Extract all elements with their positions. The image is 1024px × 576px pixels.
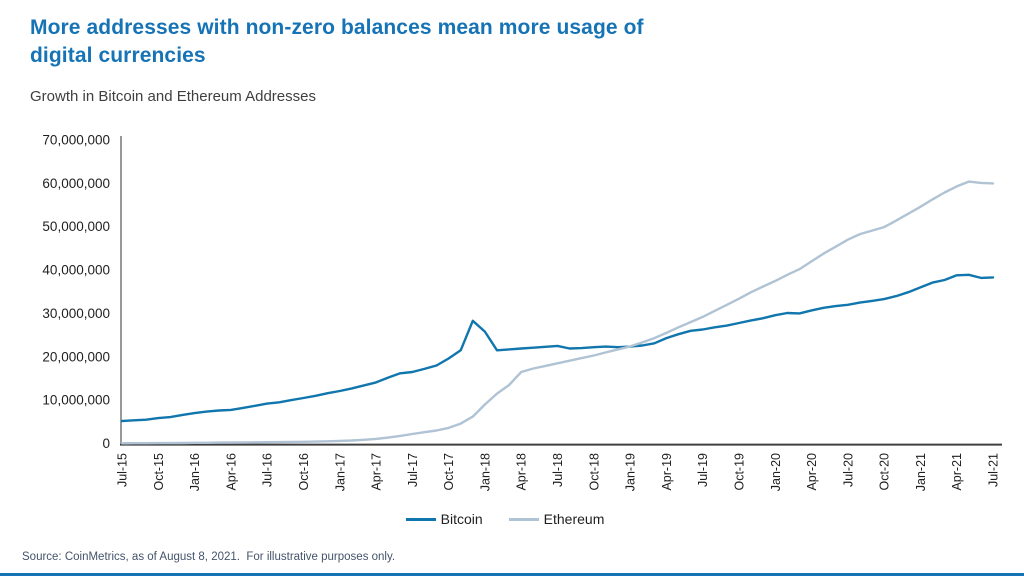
legend-item-bitcoin: Bitcoin — [405, 511, 483, 527]
x-tick-label: Oct-19 — [732, 453, 746, 491]
ethereum-line — [120, 180, 995, 445]
chart-subtitle: Growth in Bitcoin and Ethereum Addresses — [30, 88, 316, 105]
x-tick-label: Apr-19 — [660, 453, 674, 491]
x-tick-label: Jul-18 — [551, 453, 565, 487]
x-tick-label: Jul-17 — [406, 453, 420, 487]
x-tick-label: Oct-17 — [442, 453, 456, 491]
x-tick-label: Apr-21 — [950, 453, 964, 491]
x-tick-label: Apr-20 — [805, 453, 819, 491]
x-tick-label: Oct-18 — [587, 453, 601, 491]
legend-item-ethereum: Ethereum — [508, 511, 605, 527]
footer-rule — [0, 573, 1024, 576]
y-tick-label: 30,000,000 — [42, 306, 110, 321]
source-note: Source: CoinMetrics, as of August 8, 202… — [22, 551, 396, 563]
x-tick-label: Jan-16 — [188, 453, 202, 491]
x-tick-label: Jan-18 — [478, 453, 492, 491]
x-tick-label: Jan-21 — [914, 453, 928, 491]
page-title-line-1: More addresses with non-zero balances me… — [30, 16, 644, 39]
x-tick-label: Jul-19 — [696, 453, 710, 487]
x-tick-label: Oct-15 — [152, 453, 166, 491]
x-tick-label: Apr-16 — [224, 453, 238, 491]
y-tick-label: 60,000,000 — [42, 176, 110, 191]
y-tick-label: 70,000,000 — [42, 133, 110, 148]
x-tick-label: Jul-16 — [261, 453, 275, 487]
y-tick-label: 20,000,000 — [42, 349, 110, 364]
x-tick-label: Oct-20 — [878, 453, 892, 491]
y-tick-label: 10,000,000 — [42, 393, 110, 408]
legend-label-ethereum: Ethereum — [543, 511, 605, 527]
x-tick-label: Jul-15 — [116, 453, 130, 487]
page-title-line-2: digital currencies — [30, 44, 206, 67]
x-tick-label: Jul-21 — [987, 453, 1001, 487]
y-tick-label: 0 — [102, 436, 110, 451]
x-tick-label: Jul-20 — [841, 453, 855, 487]
x-tick-label: Jan-17 — [333, 453, 347, 491]
x-tick-label: Apr-18 — [515, 453, 529, 491]
ethereum-line-swatch — [508, 517, 539, 521]
x-tick-label: Jan-20 — [769, 453, 783, 491]
chart-legend: Bitcoin Ethereum — [0, 511, 1010, 527]
x-tick-label: Oct-16 — [297, 453, 311, 491]
bitcoin-line-swatch — [405, 517, 436, 521]
x-tick-label: Apr-17 — [370, 453, 384, 491]
x-tick-label: Jan-19 — [624, 453, 638, 491]
y-tick-label: 40,000,000 — [42, 263, 110, 278]
bitcoin-line — [120, 273, 995, 423]
page-title: More addresses with non-zero balances me… — [30, 14, 750, 70]
legend-label-bitcoin: Bitcoin — [440, 511, 483, 527]
y-tick-label: 50,000,000 — [42, 219, 110, 234]
